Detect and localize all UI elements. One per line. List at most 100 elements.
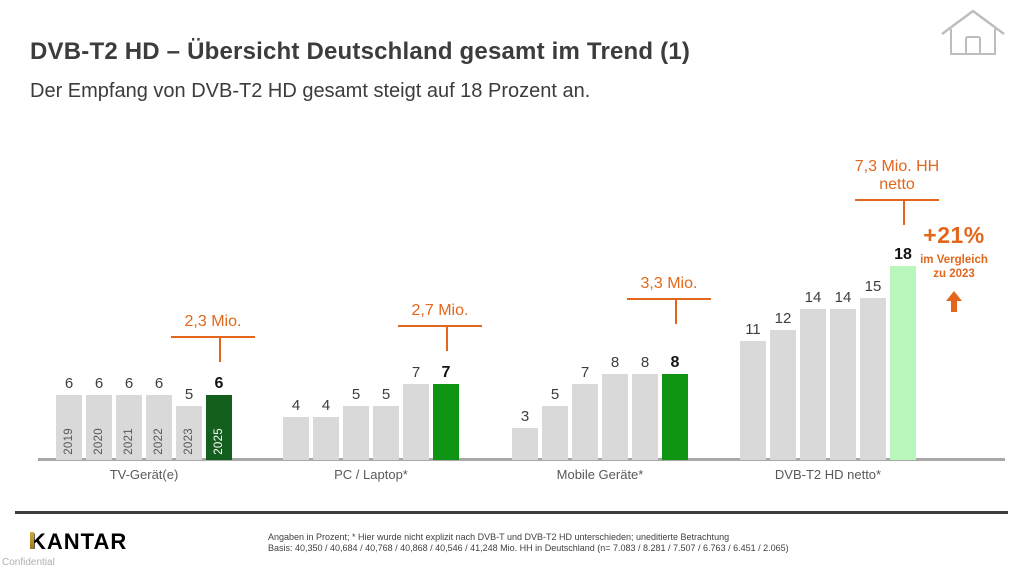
year-text: 2020 [93, 428, 105, 455]
page-title: DVB-T2 HD – Übersicht Deutschland gesamt… [30, 38, 691, 65]
bar-2021 [343, 406, 369, 460]
bar-2023 [403, 384, 429, 460]
bar-2023 [860, 298, 886, 460]
callout-percent: +21% [923, 222, 985, 248]
bar-value-label: 7 [580, 364, 590, 382]
confidential-label: Confidential [2, 557, 55, 568]
annotation-bracket-line [855, 199, 939, 201]
logo-gold-accent [30, 532, 34, 549]
bar-2020 [542, 406, 568, 460]
bar-value-label: 4 [321, 396, 331, 414]
bar-value-label: 11 [745, 321, 761, 339]
bar-value-label: 6 [64, 375, 74, 393]
callout-line-2: zu 2023 [933, 268, 975, 280]
bar-value-label: 18 [894, 245, 912, 263]
bar-2021 [800, 308, 826, 460]
arrow-head [946, 291, 962, 301]
arrow-up-icon [946, 291, 962, 312]
bar-value-label: 4 [291, 396, 301, 414]
bar-year-label: 2020 [86, 428, 112, 455]
year-text: 2022 [153, 428, 165, 455]
bar-value-label: 8 [670, 353, 680, 371]
annotation-label: 3,3 Mio. [594, 275, 744, 293]
bar-year-label: 2025 [206, 428, 232, 455]
bar-value-label: 12 [774, 310, 792, 328]
annotation-line: netto [879, 176, 915, 193]
arrow-stem [951, 301, 957, 312]
footnote-line-1: Angaben in Prozent; * Hier wurde nicht e… [268, 532, 730, 542]
bar-2022 [830, 308, 856, 460]
bar-2023: 2023 [176, 406, 202, 460]
bar-2020 [770, 330, 796, 460]
home-icon[interactable] [938, 6, 1008, 58]
bar-year-label: 2022 [146, 428, 172, 455]
bar-2021 [572, 384, 598, 460]
bar-value-label: 15 [864, 278, 882, 295]
callout-subtext: im Vergleich zu 2023 [906, 253, 1002, 281]
bar-2021: 2021 [116, 395, 142, 460]
bar-value-label: 14 [804, 288, 822, 306]
bar-value-label: 5 [381, 386, 391, 403]
annotation-bracket-line [171, 336, 255, 338]
bar-2019 [512, 427, 538, 460]
bar-2025 [662, 373, 688, 460]
bar-value-label: 5 [351, 386, 361, 403]
bar-value-label: 3 [520, 407, 530, 425]
annotation-bracket-tick [446, 325, 448, 351]
group-label-4: DVB-T2 HD netto* [774, 467, 882, 482]
group-label-3: Mobile Geräte* [556, 467, 644, 482]
bar-2020 [313, 416, 339, 460]
year-text: 2025 [213, 428, 225, 455]
bar-2023 [632, 373, 658, 460]
annotation-bracket-line [398, 325, 482, 327]
bar-value-label: 5 [550, 386, 560, 403]
bar-2019: 2019 [56, 395, 82, 460]
footnote-line-2: Basis: 40,350 / 40,684 / 40,768 / 40,868… [268, 543, 789, 553]
callout-line-1: im Vergleich [920, 254, 988, 266]
bar-2022 [373, 406, 399, 460]
year-text: 2019 [63, 428, 75, 455]
bar-value-label: 8 [640, 353, 650, 371]
kantar-logo: KANTAR [30, 529, 127, 555]
bar-value-label: 5 [184, 386, 194, 403]
bar-year-label: 2021 [116, 428, 142, 455]
group-label-2: PC / Laptop* [334, 467, 408, 482]
footer-divider [15, 511, 1008, 514]
year-text: 2021 [123, 428, 135, 455]
annotation-bracket-tick [903, 199, 905, 225]
bar-2019 [740, 341, 766, 460]
bar-value-label: 8 [610, 353, 620, 371]
bar-value-label: 7 [441, 364, 451, 382]
bar-2019 [283, 416, 309, 460]
bar-2025: 2025 [206, 395, 232, 460]
bar-value-label: 6 [124, 375, 134, 393]
annotation-label: 2,7 Mio. [365, 302, 515, 320]
annotation-line: 7,3 Mio. HH [854, 158, 940, 175]
growth-callout: +21% im Vergleich zu 2023 [906, 222, 1002, 312]
page-subtitle: Der Empfang von DVB-T2 HD gesamt steigt … [30, 80, 591, 102]
bar-value-label: 6 [214, 375, 224, 393]
bar-value-label: 14 [834, 288, 852, 306]
group-label-1: TV-Gerät(e) [109, 467, 179, 482]
bar-value-label: 7 [411, 364, 421, 382]
annotation-bracket-tick [675, 298, 677, 324]
annotation-line: 3,3 Mio. [640, 275, 698, 292]
annotation-line: 2,3 Mio. [184, 313, 242, 330]
bar-2022: 2022 [146, 395, 172, 460]
annotation-label: 2,3 Mio. [138, 313, 288, 331]
logo-text: KANTAR [30, 529, 128, 554]
bar-value-label: 6 [94, 375, 104, 393]
bar-year-label: 2023 [176, 428, 202, 455]
bar-value-label: 6 [154, 375, 164, 393]
footnote: Angaben in Prozent; * Hier wurde nicht e… [268, 532, 789, 554]
annotation-bracket-line [627, 298, 711, 300]
annotation-bracket-tick [219, 336, 221, 362]
bar-2020: 2020 [86, 395, 112, 460]
bar-2022 [602, 373, 628, 460]
bar-2025 [890, 265, 916, 460]
year-text: 2023 [183, 428, 195, 455]
annotation-line: 2,7 Mio. [411, 302, 469, 319]
bar-year-label: 2019 [56, 428, 82, 455]
